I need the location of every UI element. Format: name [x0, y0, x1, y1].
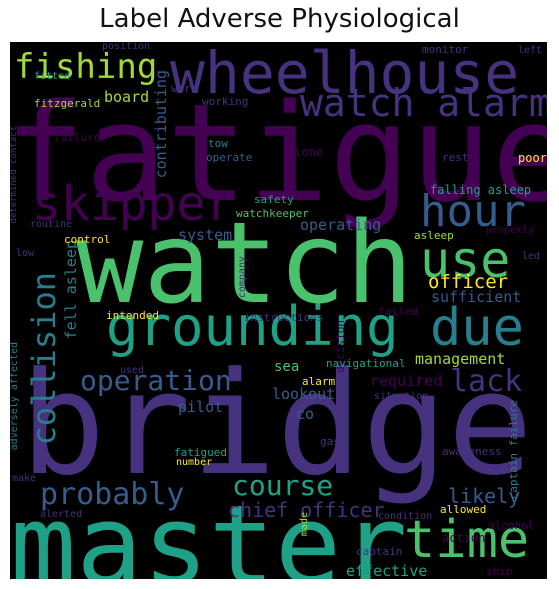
word-falling-asleep: falling asleep	[430, 183, 532, 197]
word-sea: sea	[274, 359, 300, 375]
word-operate: operate	[206, 151, 253, 164]
word-alerted: alerted	[40, 509, 83, 520]
word-determined-contact: determined contact	[10, 126, 19, 224]
word-low: low	[16, 248, 35, 259]
word-wheelhouse: wheelhouse	[170, 42, 520, 107]
word-action: action	[442, 531, 486, 545]
word-co: co	[296, 405, 315, 423]
word-fitzgerald: fitzgerald	[34, 97, 101, 110]
word-hour: hour	[420, 186, 526, 237]
word-safety: safety	[254, 193, 294, 206]
word-required: required	[370, 372, 443, 390]
word-bridge: bridge	[20, 342, 533, 507]
word-intended: intended	[106, 309, 159, 322]
word-rest: rest	[442, 151, 469, 164]
word-position: position	[102, 42, 151, 52]
word-time: time	[404, 510, 530, 570]
word-captain-failure: captain failure	[507, 400, 520, 500]
word-fell-asleep: fell asleep	[62, 240, 80, 340]
word-properly: properly	[486, 225, 535, 236]
word-fitted: fitted	[34, 71, 71, 82]
word-captain: captain	[356, 545, 403, 558]
word-control: control	[64, 233, 111, 246]
word-pilot: pilot	[178, 398, 224, 416]
word-course: course	[232, 469, 334, 502]
word-operating: operating	[300, 216, 382, 234]
word-fishing: fishing	[14, 47, 158, 87]
word-adversely-affected: adversely affected	[10, 342, 20, 451]
word-fatigue: fatigue	[10, 75, 547, 232]
word-likely: likely	[448, 484, 521, 508]
word-cloud: fatigue bridge master watch wheelhouse g…	[10, 42, 547, 579]
word-condition: condition	[378, 511, 433, 522]
word-monitor: monitor	[422, 43, 469, 56]
word-navigational: navigational	[326, 357, 406, 370]
word-officer: officer	[428, 271, 509, 293]
word-alarm: alarm	[302, 375, 336, 388]
word-system: system	[178, 226, 233, 244]
word-chief-officer: chief officer	[228, 498, 385, 522]
word-used: used	[120, 365, 145, 376]
word-ship: ship	[486, 565, 513, 578]
word-operation: operation	[80, 364, 232, 397]
word-effective: effective	[346, 562, 428, 579]
word-awareness: awareness	[442, 445, 502, 458]
word-skipper: skipper	[32, 176, 235, 232]
word-company: company	[237, 256, 248, 299]
word-led: led	[522, 251, 541, 262]
word-alone: alone	[287, 145, 324, 159]
word-lookout: lookout	[272, 385, 336, 403]
word-watch-alarm: watch alarm	[300, 81, 547, 125]
word-collision: collision	[25, 272, 63, 446]
word-board: board	[104, 88, 150, 106]
word-fatigued: fatigued	[174, 446, 227, 459]
word-gas: gas	[320, 435, 340, 448]
word-use: use	[420, 231, 511, 289]
word-due: due	[430, 298, 524, 358]
word-failure: failure	[54, 131, 101, 144]
word-contributing: contributing	[152, 70, 170, 179]
word-instructions: instructions	[244, 311, 324, 324]
word-work: work	[171, 82, 198, 95]
word-left: left	[518, 45, 543, 56]
word-management: management	[415, 350, 506, 368]
word-poor: poor	[518, 151, 547, 165]
word-probably: probably	[40, 477, 185, 512]
word-situation: situation	[374, 391, 429, 402]
word-tow: tow	[208, 137, 228, 150]
word-failed: failed	[378, 305, 418, 318]
word-working: working	[202, 95, 249, 108]
word-grounding: grounding	[106, 295, 399, 358]
word-watch: watch	[76, 199, 414, 329]
word-lack: lack	[450, 364, 523, 399]
word-sufficient: sufficient	[431, 288, 522, 306]
chart-title: Label Adverse Physiological	[99, 4, 460, 34]
word-watchkeeper: watchkeeper	[236, 207, 309, 220]
word-asleep: asleep	[414, 229, 454, 242]
word-alcohol: alcohol	[488, 519, 535, 532]
word-allowed: allowed	[440, 503, 487, 516]
word-make: make	[12, 473, 37, 484]
word-number: number	[176, 457, 213, 468]
word-routine: routine	[30, 219, 73, 230]
word-made: made	[299, 512, 310, 537]
word-master: master	[10, 481, 408, 579]
